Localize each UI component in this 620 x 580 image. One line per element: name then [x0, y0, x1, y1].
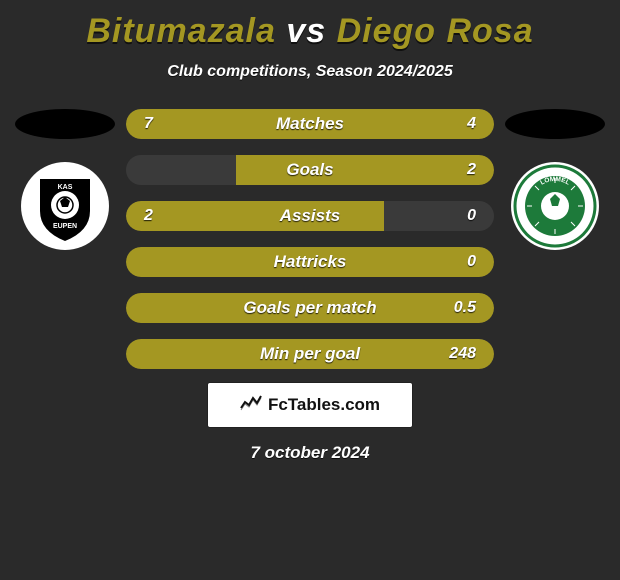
main-area: KASEUPEN Matches74Goals2Assists20Hattric… [10, 109, 610, 369]
fill-right [126, 247, 494, 277]
shadow-ellipse-right [505, 109, 605, 139]
stat-value-right: 0 [467, 247, 476, 277]
stat-value-right: 0 [467, 201, 476, 231]
fill-right [236, 155, 494, 185]
stat-bar: Min per goal248 [126, 339, 494, 369]
chart-icon [240, 394, 262, 417]
svg-text:EUPEN: EUPEN [53, 223, 77, 230]
stat-bar: Goals per match0.5 [126, 293, 494, 323]
footer: FcTables.com 7 october 2024 [10, 383, 610, 463]
stat-bar: Matches74 [126, 109, 494, 139]
page-root: Bitumazala vs Diego Rosa Club competitio… [0, 0, 620, 471]
stat-bar: Assists20 [126, 201, 494, 231]
fill-right [126, 339, 494, 369]
stat-bar: Goals2 [126, 155, 494, 185]
shadow-ellipse-left [15, 109, 115, 139]
team-badge-right: LOMMEL [510, 161, 600, 251]
left-side: KAS EUPEN [10, 109, 120, 251]
brand-text: FcTables.com [268, 395, 380, 415]
stat-bars: Matches74Goals2Assists20Hattricks0Goals … [120, 109, 500, 369]
date-text: 7 october 2024 [250, 443, 369, 463]
stat-bar: Hattricks0 [126, 247, 494, 277]
team-badge-left: KAS EUPEN [20, 161, 110, 251]
page-title: Bitumazala vs Diego Rosa [10, 12, 610, 51]
stat-value-left: 2 [144, 201, 153, 231]
stat-value-left: 7 [144, 109, 153, 139]
fill-left [126, 109, 362, 139]
stat-value-right: 2 [467, 155, 476, 185]
stat-value-right: 4 [467, 109, 476, 139]
right-side: LOMMEL [500, 109, 610, 251]
svg-text:KAS: KAS [58, 184, 73, 191]
brand-box: FcTables.com [208, 383, 412, 427]
fill-right [126, 293, 494, 323]
page-subtitle: Club competitions, Season 2024/2025 [10, 63, 610, 81]
stat-value-right: 248 [449, 339, 476, 369]
fill-left [126, 201, 384, 231]
stat-value-right: 0.5 [454, 293, 476, 323]
